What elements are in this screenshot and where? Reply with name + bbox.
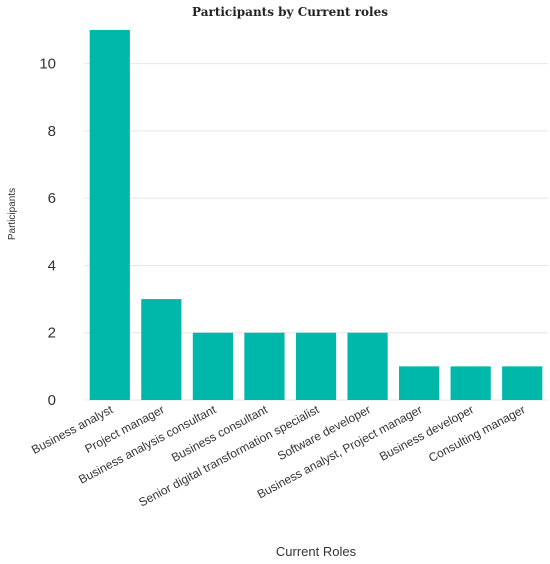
x-axis-label: Current Roles <box>276 544 357 559</box>
bar <box>399 366 440 400</box>
bar <box>502 366 543 400</box>
y-axis-label: Participants <box>7 188 18 240</box>
y-tick-label: 8 <box>48 123 56 140</box>
y-tick-label: 6 <box>48 190 56 207</box>
bar <box>347 332 388 400</box>
bars <box>89 30 543 400</box>
bar <box>450 366 491 400</box>
y-tick-label: 0 <box>48 392 56 409</box>
bar <box>89 30 130 400</box>
x-tick-label: Consulting manager <box>426 402 527 465</box>
bar <box>192 332 233 400</box>
y-axis-ticks: 0 2 4 6 8 10 <box>39 56 56 409</box>
y-tick-label: 4 <box>48 257 56 274</box>
x-tick-label: Business analyst <box>29 402 116 457</box>
chart-title: Participants by Current roles <box>192 5 388 19</box>
y-tick-label: 10 <box>39 56 56 73</box>
bar <box>141 299 182 400</box>
y-tick-label: 2 <box>48 325 56 342</box>
bar <box>244 332 285 400</box>
bar <box>295 332 337 400</box>
